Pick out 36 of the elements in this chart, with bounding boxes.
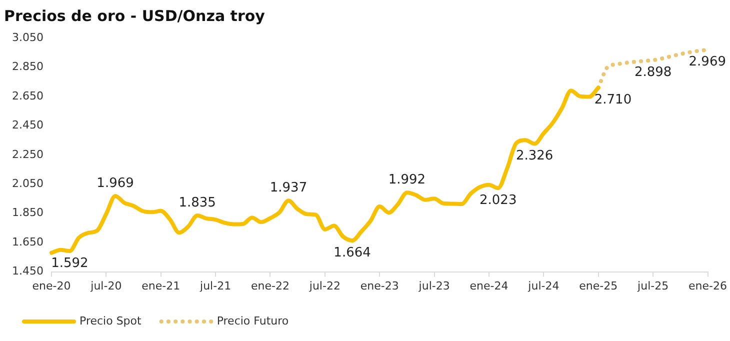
chart-title: Precios de oro - USD/Onza troy: [4, 6, 266, 25]
data-label: 1.937: [270, 180, 308, 196]
y-tick-label: 1.450: [12, 264, 44, 278]
legend-label: Precio Futuro: [216, 314, 289, 328]
y-tick-label: 1.650: [12, 235, 44, 248]
y-tick-label: 2.850: [12, 60, 44, 74]
data-label: 2.710: [594, 92, 632, 108]
data-label: 1.969: [96, 176, 134, 191]
x-tick-label: jul-22: [308, 279, 340, 292]
x-tick-label: jul-20: [90, 279, 122, 292]
y-tick-label: 2.050: [12, 176, 44, 190]
x-tick-label: jul-24: [527, 279, 560, 292]
x-tick-label: ene-24: [470, 279, 508, 292]
data-label: 1.592: [51, 256, 88, 271]
y-tick-label: 1.850: [12, 206, 44, 220]
x-tick-label: ene-23: [360, 279, 399, 292]
data-label: 1.835: [178, 195, 216, 210]
data-label: 1.664: [334, 245, 371, 260]
data-label: 2.969: [688, 54, 726, 70]
legend-label: Precio Spot: [80, 314, 142, 328]
x-tick-label: ene-22: [251, 279, 290, 292]
data-label: 1.992: [388, 172, 426, 188]
y-tick-label: 2.250: [12, 148, 44, 161]
data-label: 2.898: [634, 65, 672, 80]
x-tick-label: jul-23: [418, 279, 450, 292]
x-tick-label: ene-26: [688, 279, 728, 292]
x-tick-label: ene-21: [142, 279, 180, 292]
y-tick-label: 3.050: [12, 30, 44, 44]
x-tick-label: ene-25: [579, 279, 618, 292]
y-tick-label: 2.650: [12, 89, 44, 102]
y-tick-label: 2.450: [12, 118, 44, 132]
x-tick-label: ene-20: [32, 279, 71, 292]
data-label: 2.023: [480, 192, 517, 208]
x-tick-label: jul-25: [636, 279, 669, 292]
x-tick-label: jul-21: [199, 279, 232, 292]
data-label: 2.326: [516, 148, 554, 164]
